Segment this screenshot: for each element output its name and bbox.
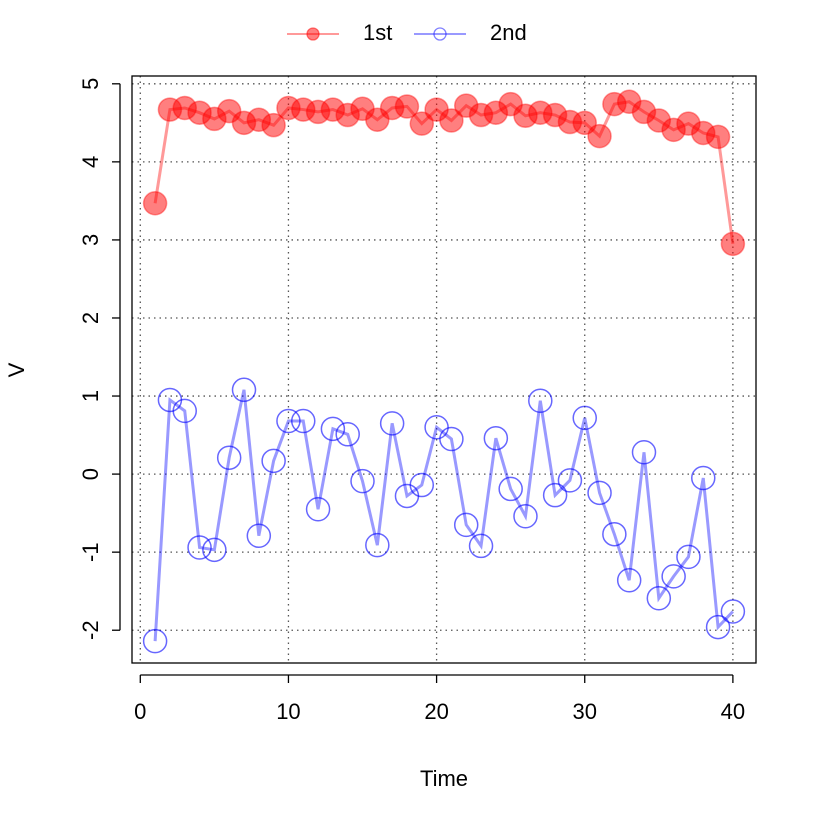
legend-marker [306, 27, 320, 41]
point [261, 448, 286, 474]
point [705, 124, 731, 150]
legend-marker [433, 27, 447, 41]
point [394, 94, 420, 119]
point [291, 408, 316, 434]
point [305, 496, 331, 522]
point [542, 482, 568, 508]
legend-label: 1st [363, 20, 392, 45]
point [246, 523, 272, 549]
x-tick-label: 0 [134, 699, 146, 724]
x-tick-label: 30 [572, 699, 596, 724]
point [216, 445, 242, 470]
point [365, 532, 390, 558]
point [379, 411, 405, 436]
point [335, 422, 360, 447]
point [587, 480, 612, 506]
point [483, 425, 509, 451]
y-tick-label: 5 [78, 78, 103, 90]
point [587, 123, 612, 149]
point [468, 533, 494, 559]
point [661, 564, 686, 589]
point [572, 110, 597, 136]
point [202, 537, 227, 563]
x-tick-label: 40 [721, 699, 745, 724]
point [231, 377, 257, 403]
point [528, 388, 553, 413]
point [453, 512, 479, 538]
point [631, 439, 657, 465]
point [557, 468, 583, 493]
point [676, 544, 701, 570]
point [439, 426, 464, 452]
point [572, 405, 597, 431]
point [261, 112, 286, 138]
y-tick-label: 0 [78, 468, 103, 480]
y-tick-label: -1 [78, 542, 103, 562]
y-tick-label: 1 [78, 390, 103, 402]
point [646, 585, 672, 611]
y-tick-label: 4 [78, 156, 103, 168]
point [720, 231, 746, 257]
point [142, 190, 168, 216]
point [142, 628, 168, 654]
x-tick-label: 10 [276, 699, 300, 724]
point [691, 465, 716, 491]
y-tick-label: 2 [78, 312, 103, 324]
plot-frame [131, 75, 757, 664]
point [498, 476, 523, 502]
point [350, 468, 375, 494]
point [705, 614, 731, 640]
y-tick-label: 3 [78, 234, 103, 246]
x-axis-label: Time [420, 766, 468, 791]
point [513, 504, 538, 529]
point [720, 599, 746, 624]
point [439, 108, 464, 133]
point [276, 408, 301, 434]
point [616, 568, 642, 593]
x-tick-label: 20 [424, 699, 448, 724]
point [409, 111, 435, 136]
point [172, 398, 197, 424]
y-axis-label: V [4, 362, 29, 377]
y-tick-label: -2 [78, 620, 103, 640]
point [602, 521, 627, 547]
point [320, 416, 346, 442]
point [409, 472, 435, 498]
legend-label: 2nd [490, 20, 527, 45]
series-line [153, 389, 734, 642]
point [187, 535, 212, 560]
